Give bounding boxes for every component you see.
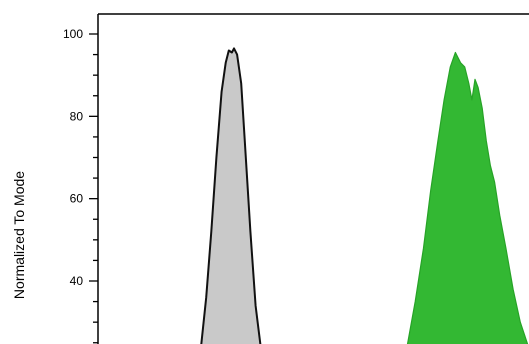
y-tick-label: 100 xyxy=(63,27,83,41)
y-tick-label: 40 xyxy=(70,274,84,288)
y-tick-label: 80 xyxy=(70,109,84,123)
plot-area: 40 60 80 100 xyxy=(63,13,529,344)
y-tick-label: 60 xyxy=(70,192,84,206)
stained-histogram-peak xyxy=(406,51,529,344)
y-ticks: 40 60 80 100 xyxy=(63,27,98,344)
control-histogram-peak xyxy=(200,47,262,344)
series-layer xyxy=(200,47,529,344)
y-axis-title: Normalized To Mode xyxy=(11,171,27,299)
